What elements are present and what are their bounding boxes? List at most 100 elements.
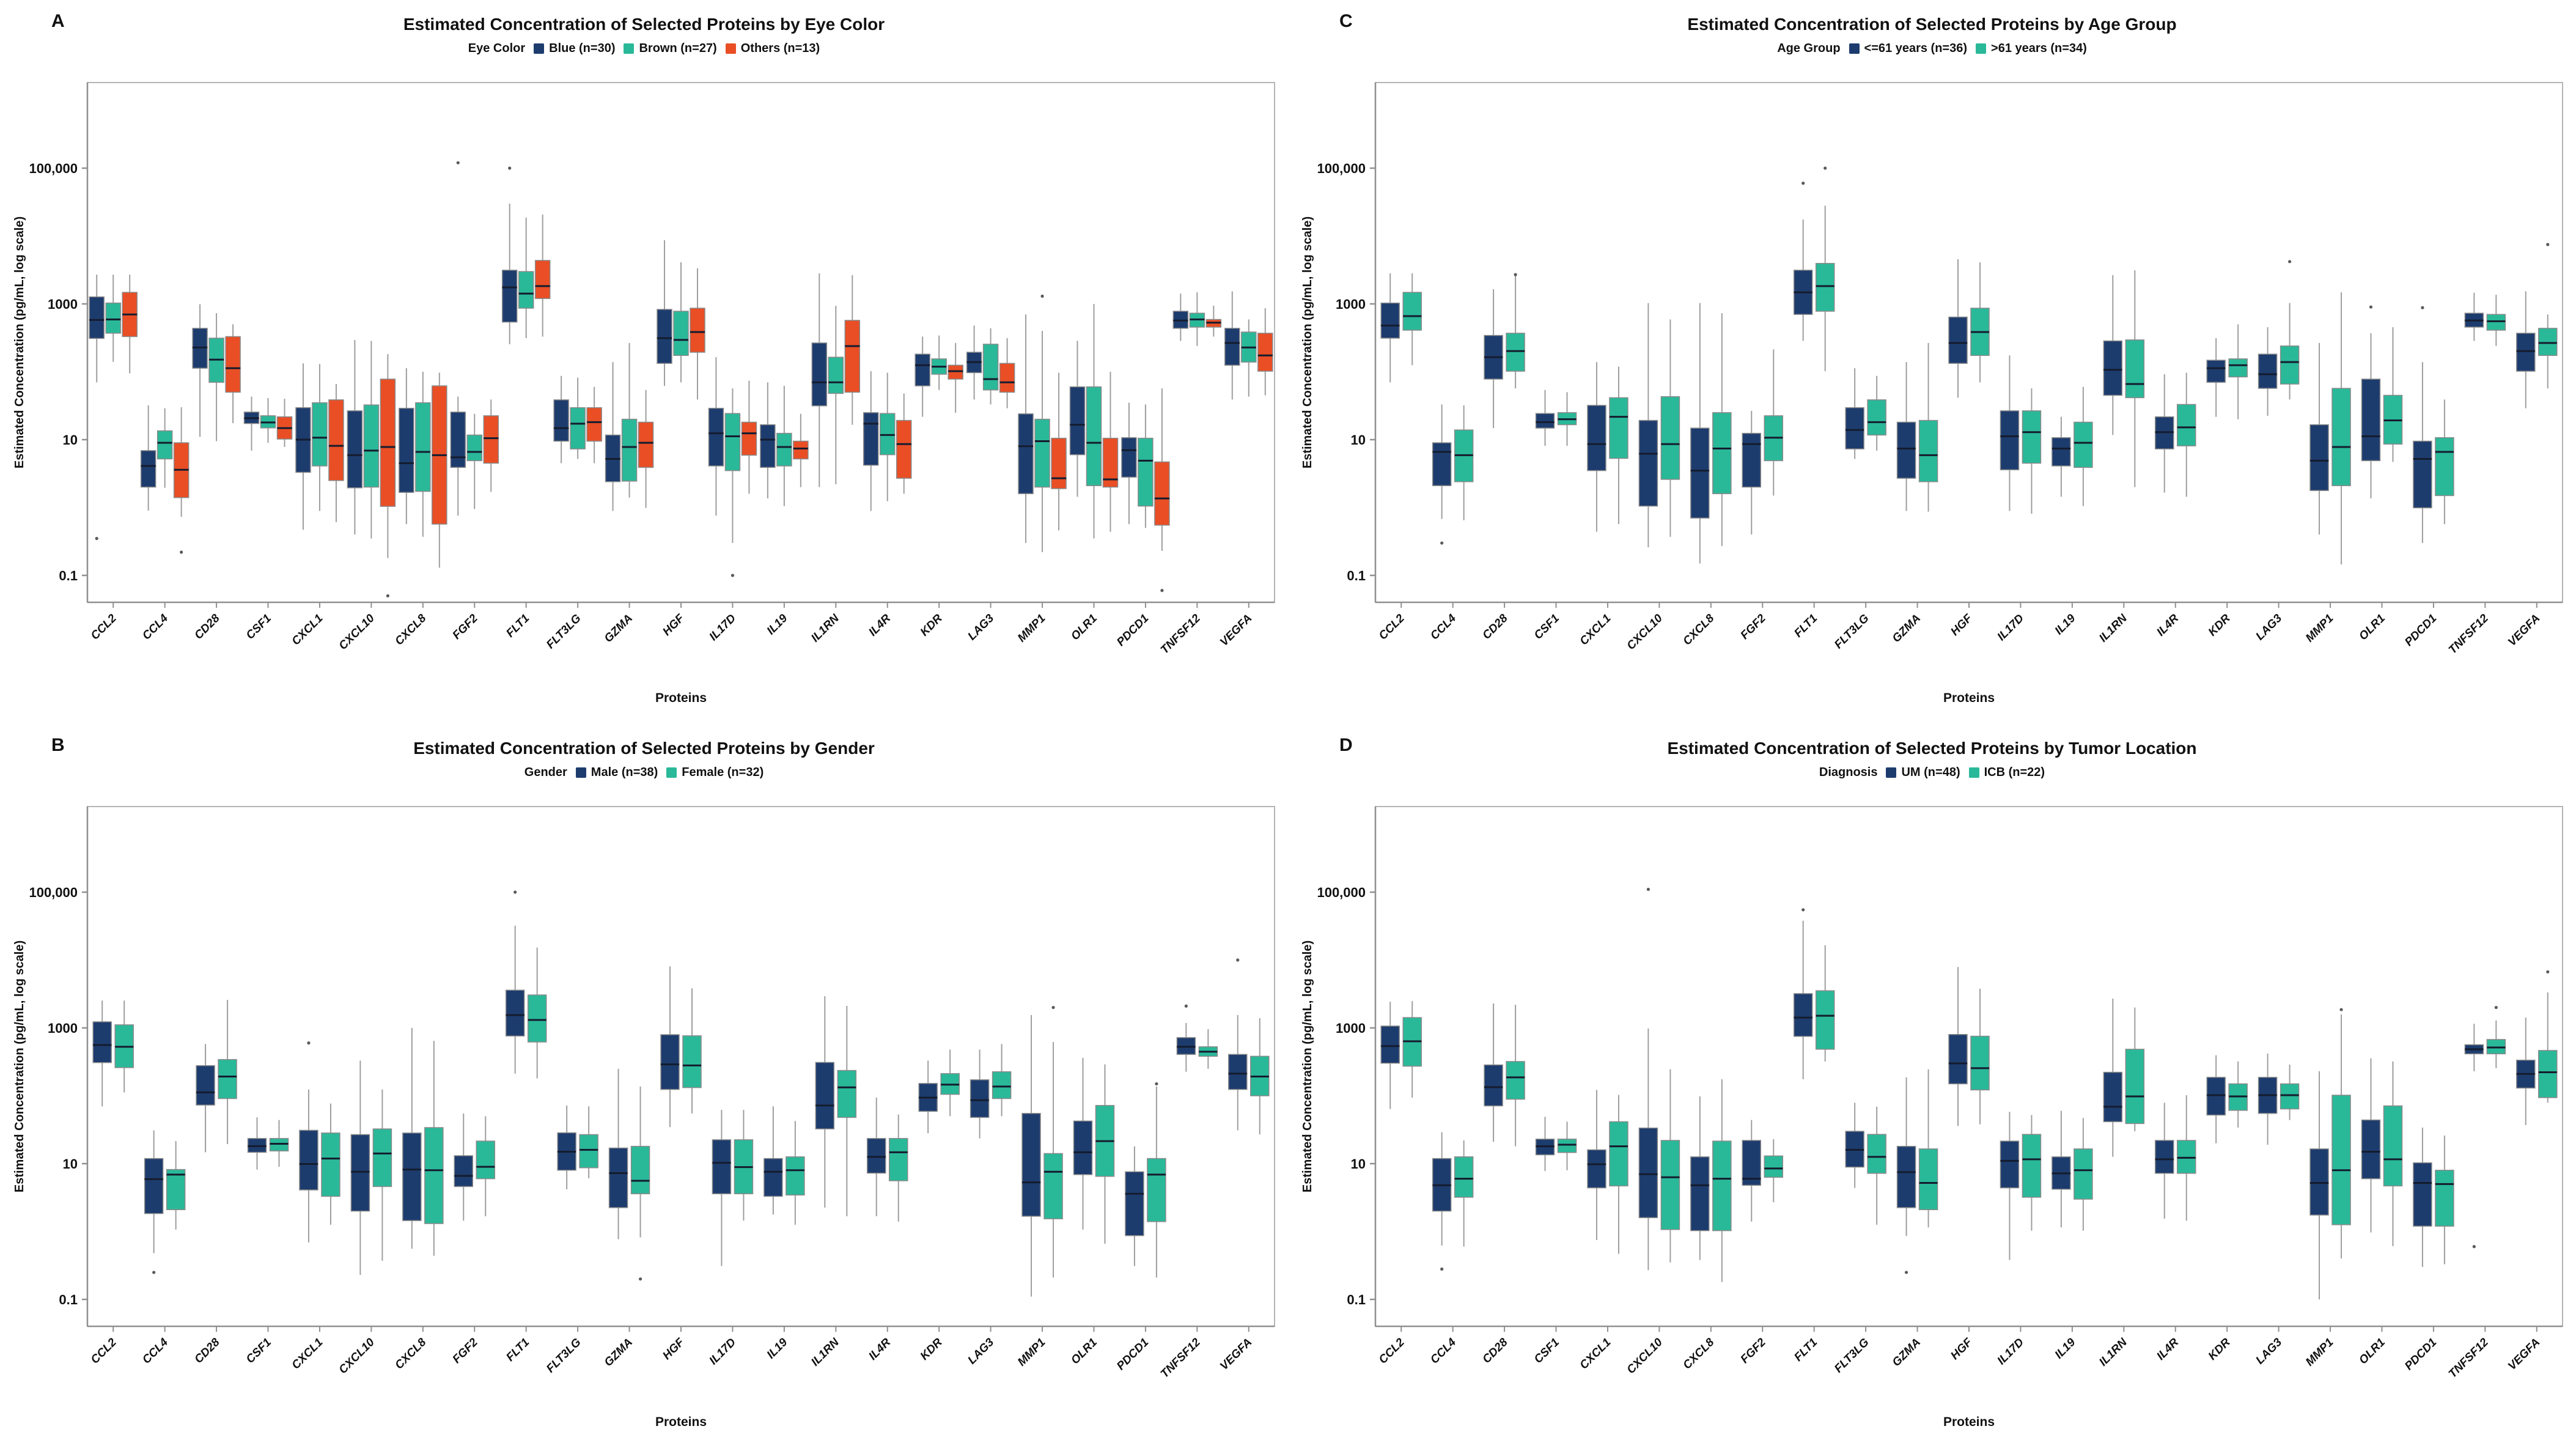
box [657, 309, 672, 364]
legend-label: <=61 years (n=36) [1864, 42, 1968, 55]
outlier-point [1801, 182, 1805, 185]
box [518, 271, 534, 309]
x-tick-label: IL17D [707, 1335, 739, 1367]
box [2000, 1140, 2020, 1189]
box [1535, 413, 1555, 429]
box [2125, 1049, 2145, 1125]
x-tick-label: FLT1 [1792, 1336, 1820, 1364]
box [466, 434, 483, 462]
box [863, 412, 879, 466]
outlier-point [180, 550, 183, 554]
box [1432, 442, 1452, 486]
x-tick-label: CCL4 [140, 1335, 171, 1366]
panel-title: Estimated Concentration of Selected Prot… [1687, 15, 2177, 34]
box [1043, 1153, 1063, 1219]
box [2103, 340, 2123, 396]
x-tick-label: MMP1 [2303, 612, 2336, 645]
box [1228, 1054, 1248, 1090]
x-tick-label: MMP1 [2303, 1336, 2336, 1369]
x-tick-label: OLR1 [2357, 1336, 2388, 1367]
box [2176, 404, 2196, 446]
legend-item: Blue (n=30) [534, 42, 615, 56]
x-tick-label: CXCL10 [337, 611, 378, 652]
box [1484, 1064, 1503, 1107]
box [156, 430, 173, 460]
outlier-point [1040, 294, 1044, 298]
box [1454, 1156, 1474, 1198]
legend-swatch-icon [575, 767, 586, 778]
box [2258, 353, 2278, 389]
box [1018, 413, 1034, 495]
x-tick-label: LAG3 [965, 1335, 996, 1367]
box [786, 1156, 805, 1196]
box [1257, 333, 1273, 372]
legend-swatch-icon [725, 43, 736, 54]
box [1638, 419, 1658, 507]
x-tick-label: CD28 [192, 1335, 223, 1366]
box [2103, 1071, 2123, 1123]
y-tick-label: 0.1 [59, 1292, 78, 1307]
box [764, 1158, 783, 1197]
box [2516, 333, 2536, 372]
legend-item: Female (n=32) [666, 766, 764, 780]
x-tick-label: VEGFA [2506, 612, 2542, 649]
panel-gender: B Estimated Concentration of Selected Pr… [0, 724, 1288, 1448]
outlier-point [1160, 589, 1164, 593]
x-tick-label: IL4R [2154, 611, 2181, 638]
x-tick-label: CXCL1 [290, 612, 326, 648]
x-tick-label: FGF2 [1739, 1335, 1768, 1365]
box [363, 404, 380, 488]
box [2000, 410, 2020, 471]
y-tick-label: 10 [63, 432, 78, 448]
box [1587, 405, 1606, 471]
box [2331, 388, 2351, 486]
y-tick-label: 100,000 [29, 161, 78, 176]
box [380, 379, 396, 507]
panel-title: Estimated Concentration of Selected Prot… [413, 739, 875, 758]
outlier-point [456, 161, 460, 164]
x-tick-label: HGF [660, 1335, 687, 1362]
box [1867, 1134, 1886, 1174]
box [347, 410, 363, 489]
x-tick-label: FLT1 [504, 1336, 532, 1364]
box [896, 419, 912, 479]
box [621, 418, 638, 482]
outlier-point [1440, 541, 1444, 545]
boxplot-chart: 0.1 10 1000 100,000 Estimated Concentration … [13, 82, 1275, 705]
x-tick-label: IL4R [866, 611, 893, 638]
box [454, 1155, 474, 1188]
box [1557, 1139, 1577, 1153]
x-tick-label: FLT3LG [1832, 612, 1872, 652]
box [166, 1169, 186, 1210]
box [1660, 1140, 1680, 1230]
legend: Age Group <=61 years (n=36) >61 years (n=3… [1288, 42, 2576, 56]
x-tick-label: CCL2 [89, 1335, 119, 1366]
box [1609, 397, 1628, 459]
legend-label: >61 years (n=34) [1991, 42, 2087, 55]
box [999, 363, 1015, 393]
y-tick-label: 100,000 [1317, 885, 1366, 900]
x-tick-label: CXCL1 [1578, 612, 1614, 648]
boxplot-chart: 0.1 10 1000 100,000 Estimated Concentration … [1301, 806, 2563, 1429]
x-tick-label: IL1RN [809, 1335, 842, 1369]
box [1069, 386, 1086, 456]
x-tick-label: KDR [918, 1335, 945, 1362]
box [815, 1062, 835, 1129]
box [2486, 314, 2506, 331]
y-axis-label: Estimated Concentration (pg/mL, log scal… [1301, 940, 1314, 1192]
box [2309, 1148, 2329, 1216]
x-tick-label: CSF1 [1532, 1336, 1562, 1366]
box [2154, 1140, 2174, 1174]
x-tick-label: KDR [2206, 1335, 2233, 1362]
plot-frame [1375, 806, 2563, 1327]
outlier-point [513, 890, 517, 894]
box [2052, 437, 2071, 467]
x-tick-label: FGF2 [451, 1335, 480, 1365]
box [712, 1139, 732, 1195]
x-tick-label: CXCL10 [1625, 611, 1666, 652]
legend-swatch-icon [1976, 43, 1987, 54]
box [811, 342, 828, 407]
boxplot-chart: 0.1 10 1000 100,000 Estimated Concentration … [13, 806, 1275, 1429]
box [586, 407, 602, 442]
x-tick-label: CXCL1 [1578, 1336, 1614, 1372]
